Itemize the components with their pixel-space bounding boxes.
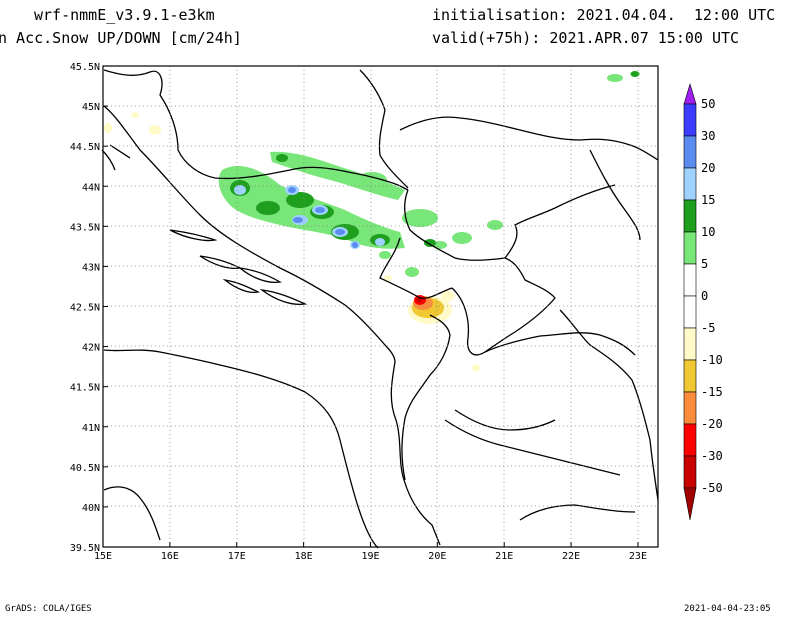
colorbar-label: -20 xyxy=(701,417,723,431)
colorbar-label: 10 xyxy=(701,225,715,239)
lon-tick-label: 17E xyxy=(228,551,246,562)
grid-lines xyxy=(103,66,658,547)
colorbar-label: -15 xyxy=(701,385,723,399)
lon-tick-label: 19E xyxy=(361,551,379,562)
lat-tick-label: 45N xyxy=(82,102,100,113)
lon-tick-label: 22E xyxy=(562,551,580,562)
footer-credit: GrADS: COLA/IGES xyxy=(5,604,92,614)
lat-tick-label: 42.5N xyxy=(70,303,100,314)
lon-tick-label: 21E xyxy=(495,551,513,562)
lat-tick-label: 41.5N xyxy=(70,383,100,394)
snow-field xyxy=(104,71,640,372)
colorbar-arrow-bottom xyxy=(683,487,697,521)
lat-tick-label: 45.5N xyxy=(70,62,100,73)
lat-tick-label: 42N xyxy=(82,343,100,354)
lon-tick-label: 23E xyxy=(629,551,647,562)
model-name: wrf-nmmE_v3.9.1-e3km xyxy=(34,6,215,24)
colorbar-segment xyxy=(683,359,697,393)
colorbar-segment xyxy=(683,455,697,489)
colorbar-label: 5 xyxy=(701,257,708,271)
coastlines-borders xyxy=(101,69,659,549)
lat-tick-label: 40.5N xyxy=(70,463,100,474)
colorbar-segment xyxy=(683,167,697,201)
colorbar-segment xyxy=(683,295,697,329)
colorbar-label: 30 xyxy=(701,129,715,143)
colorbar-arrow-top xyxy=(683,82,697,105)
lat-tick-label: 43.5N xyxy=(70,222,100,233)
valid-time: valid(+75h): 2021.APR.07 15:00 UTC xyxy=(432,29,740,47)
field-title: n Acc.Snow UP/DOWN [cm/24h] xyxy=(0,29,242,47)
colorbar-segment xyxy=(683,263,697,297)
colorbar-segment xyxy=(683,135,697,169)
lat-tick-label: 40N xyxy=(82,503,100,514)
init-time: initialisation: 2021.04.04. 12:00 UTC xyxy=(432,6,776,24)
colorbar-segment xyxy=(683,103,697,137)
lon-tick-label: 18E xyxy=(295,551,313,562)
colorbar-segment xyxy=(683,391,697,425)
colorbar-label: -10 xyxy=(701,353,723,367)
colorbar-segment xyxy=(683,327,697,361)
lat-tick-label: 43N xyxy=(82,262,100,273)
colorbar-label: 20 xyxy=(701,161,715,175)
colorbar-label: 50 xyxy=(701,97,715,111)
footer-timestamp: 2021-04-04-23:05 xyxy=(684,604,771,614)
colorbar-label: 15 xyxy=(701,193,715,207)
colorbar-segment xyxy=(683,231,697,265)
lat-tick-label: 44N xyxy=(82,182,100,193)
axes: 15E 16E 17E 18E 19E 20E 21E 22E 23E 39.5N 40N 40.5N… xyxy=(70,62,647,562)
colorbar-segment xyxy=(683,423,697,457)
colorbar-label: -30 xyxy=(701,449,723,463)
lon-tick-label: 15E xyxy=(94,551,112,562)
colorbar-segment xyxy=(683,199,697,233)
lat-tick-label: 39.5N xyxy=(70,543,100,554)
lat-tick-label: 44.5N xyxy=(70,142,100,153)
lon-tick-label: 20E xyxy=(428,551,446,562)
colorbar-label: 0 xyxy=(701,289,708,303)
lat-tick-label: 41N xyxy=(82,423,100,434)
colorbar-label: -50 xyxy=(701,481,723,495)
colorbar-label: -5 xyxy=(701,321,715,335)
lon-tick-label: 16E xyxy=(161,551,179,562)
